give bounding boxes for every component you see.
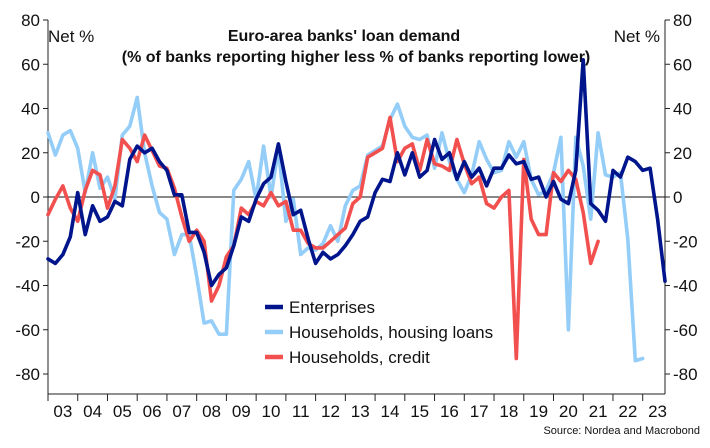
left-y-tick-label: 40 <box>21 100 40 119</box>
legend-item-credit: Households, credit <box>265 348 430 367</box>
x-tick-label: 13 <box>351 402 370 421</box>
right-y-tick-label: -40 <box>673 277 698 296</box>
chart-title-group: Euro-area banks' loan demand (% of banks… <box>122 28 591 66</box>
right-y-tick-label: 40 <box>673 100 692 119</box>
right-y-tick-label: -80 <box>673 365 698 384</box>
right-y-tick-label: 60 <box>673 55 692 74</box>
left-axis-unit-label: Net % <box>48 27 94 46</box>
right-y-tick-label: 0 <box>673 188 682 207</box>
series-line-enterprises <box>46 57 667 288</box>
left-y-tick-label: 20 <box>21 144 40 163</box>
legend-label-housing-loans: Households, housing loans <box>289 323 493 342</box>
source-note: Source: Nordea and Macrobond <box>543 425 700 437</box>
left-y-tick-label: -20 <box>15 232 40 251</box>
chart-title: Euro-area banks' loan demand <box>228 28 460 45</box>
legend-label-credit: Households, credit <box>289 348 430 367</box>
x-tick-label: 03 <box>53 402 72 421</box>
x-tick-label: 05 <box>113 402 132 421</box>
x-tick-label: 19 <box>529 402 548 421</box>
right-axis-unit-label: Net % <box>614 27 660 46</box>
legend-label-enterprises: Enterprises <box>289 298 375 317</box>
x-tick-label: 14 <box>380 402 399 421</box>
x-tick-label: 09 <box>232 402 251 421</box>
series-line-households-credit <box>46 115 600 361</box>
x-tick-label: 10 <box>262 402 281 421</box>
x-tick-label: 21 <box>589 402 608 421</box>
left-y-tick-label: -40 <box>15 277 40 296</box>
right-y-tick-label: -60 <box>673 321 698 340</box>
chart-legend: Enterprises Households, housing loans Ho… <box>265 298 493 367</box>
x-tick-label: 11 <box>292 402 310 421</box>
left-y-tick-label: -80 <box>15 365 40 384</box>
left-y-axis: -80 -60 -40 -20 0 20 40 60 80 <box>15 11 48 384</box>
x-tick-label: 15 <box>410 402 429 421</box>
x-tick-label: 18 <box>499 402 518 421</box>
right-y-tick-label: 80 <box>673 11 692 30</box>
legend-item-enterprises: Enterprises <box>265 298 375 317</box>
x-tick-label: 23 <box>648 402 667 421</box>
left-y-tick-label: 80 <box>21 11 40 30</box>
right-y-tick-label: -20 <box>673 232 698 251</box>
left-y-tick-label: 0 <box>31 188 40 207</box>
right-y-axis: -80 -60 -40 -20 0 20 40 60 80 <box>665 11 698 384</box>
x-tick-label: 20 <box>559 402 578 421</box>
x-tick-label: 07 <box>172 402 191 421</box>
x-tick-label: 16 <box>440 402 459 421</box>
x-tick-label: 22 <box>618 402 637 421</box>
series-lines <box>46 57 667 363</box>
chart-subtitle: (% of banks reporting higher less % of b… <box>122 49 591 66</box>
left-y-tick-label: 60 <box>21 55 40 74</box>
x-tick-label: 08 <box>202 402 221 421</box>
x-tick-label: 06 <box>143 402 162 421</box>
right-y-tick-label: 20 <box>673 144 692 163</box>
x-tick-label: 04 <box>83 402 102 421</box>
x-tick-label: 17 <box>470 402 489 421</box>
x-tick-label: 12 <box>321 402 340 421</box>
legend-item-housing-loans: Households, housing loans <box>265 323 493 342</box>
left-y-tick-label: -60 <box>15 321 40 340</box>
